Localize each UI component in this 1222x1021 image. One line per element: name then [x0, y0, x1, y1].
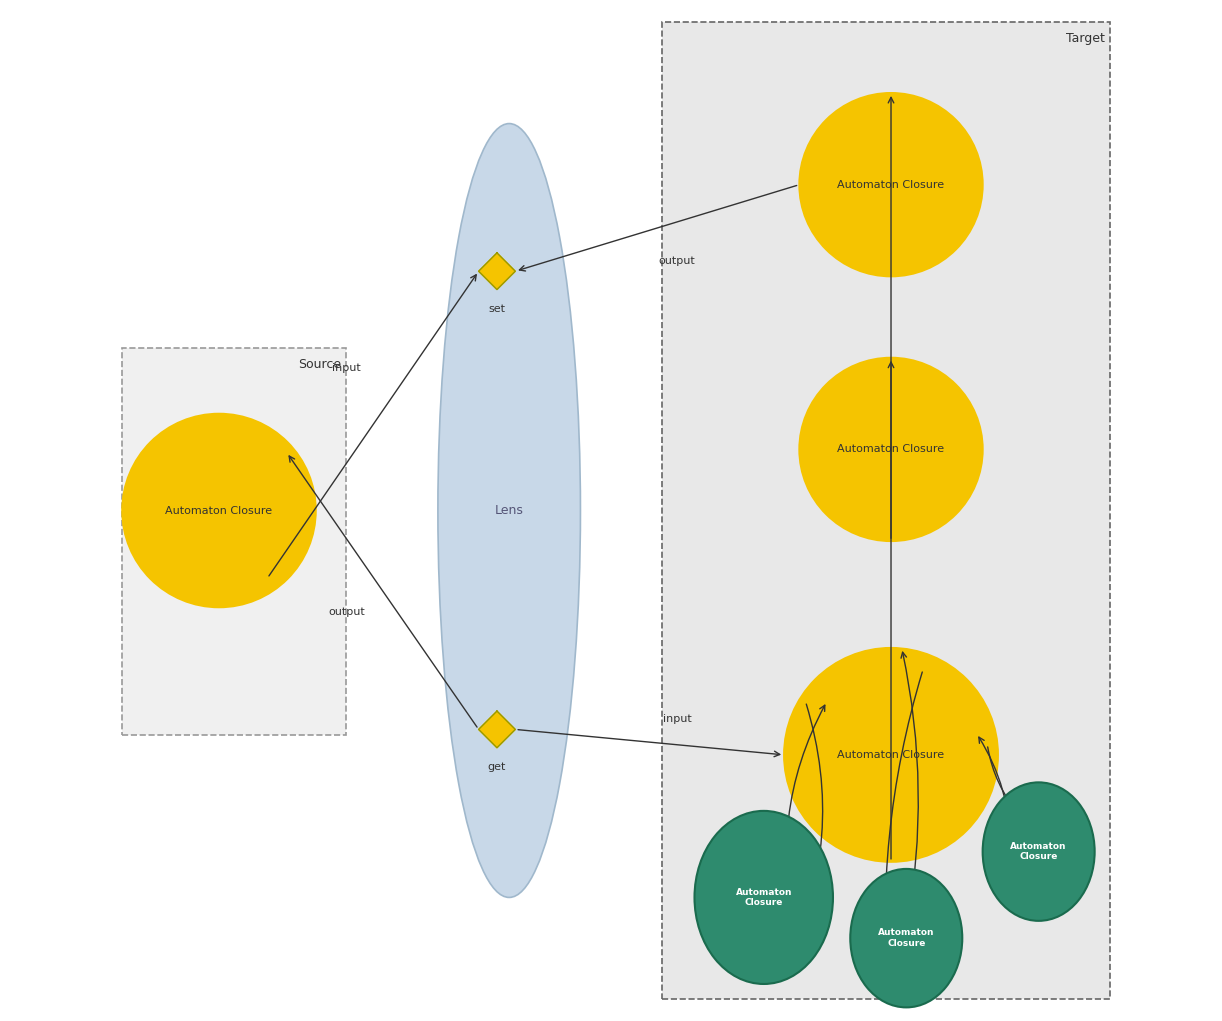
- Text: input: input: [662, 715, 692, 724]
- Text: Target: Target: [1066, 32, 1105, 45]
- Ellipse shape: [437, 124, 580, 897]
- Text: Automaton Closure: Automaton Closure: [837, 180, 945, 190]
- Text: set: set: [489, 304, 506, 314]
- Circle shape: [785, 648, 998, 862]
- Circle shape: [122, 414, 315, 607]
- Text: Automaton
Closure: Automaton Closure: [736, 887, 792, 907]
- Text: Automaton
Closure: Automaton Closure: [1011, 842, 1067, 862]
- Text: Lens: Lens: [495, 504, 523, 517]
- Text: Automaton
Closure: Automaton Closure: [879, 928, 935, 947]
- Polygon shape: [479, 711, 516, 747]
- Text: Automaton Closure: Automaton Closure: [837, 749, 945, 760]
- FancyBboxPatch shape: [122, 347, 346, 734]
- Text: Automaton Closure: Automaton Closure: [837, 444, 945, 454]
- Text: get: get: [488, 763, 506, 773]
- Text: Automaton Closure: Automaton Closure: [165, 505, 273, 516]
- Text: Source: Source: [298, 357, 341, 371]
- Ellipse shape: [694, 811, 833, 984]
- Text: output: output: [659, 256, 695, 266]
- Text: input: input: [332, 362, 360, 373]
- Circle shape: [799, 357, 982, 541]
- Ellipse shape: [982, 782, 1095, 921]
- Polygon shape: [479, 253, 516, 290]
- FancyBboxPatch shape: [662, 21, 1110, 1000]
- Ellipse shape: [851, 869, 962, 1008]
- Circle shape: [799, 93, 982, 277]
- Text: output: output: [327, 607, 364, 618]
